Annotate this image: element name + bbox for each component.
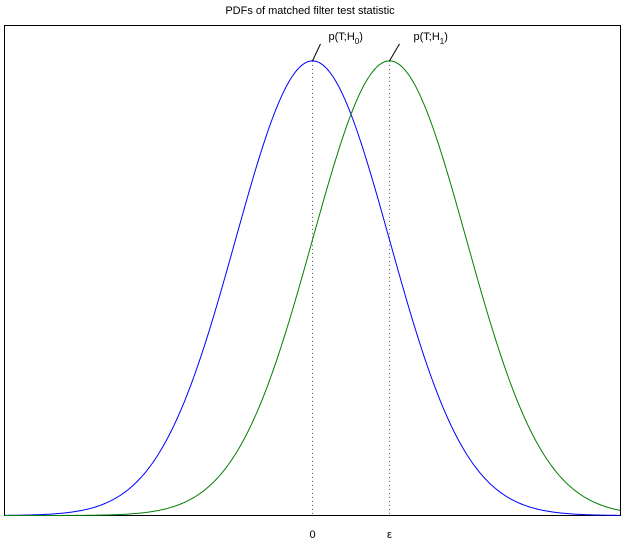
annotation-leader-h1 (389, 43, 400, 62)
x-tick-label-0: 0 (309, 529, 315, 541)
chart-title: PDFs of matched filter test statistic (225, 5, 395, 17)
x-tick-label-1: ε (387, 529, 392, 541)
pdf-curve-h1 (4, 60, 621, 516)
annotation-label-h0: p(T;H0) (329, 31, 363, 46)
annotation-label-h1: p(T;H1) (414, 31, 448, 46)
plot-frame (4, 25, 621, 516)
annotation-leader-h0 (312, 43, 321, 62)
